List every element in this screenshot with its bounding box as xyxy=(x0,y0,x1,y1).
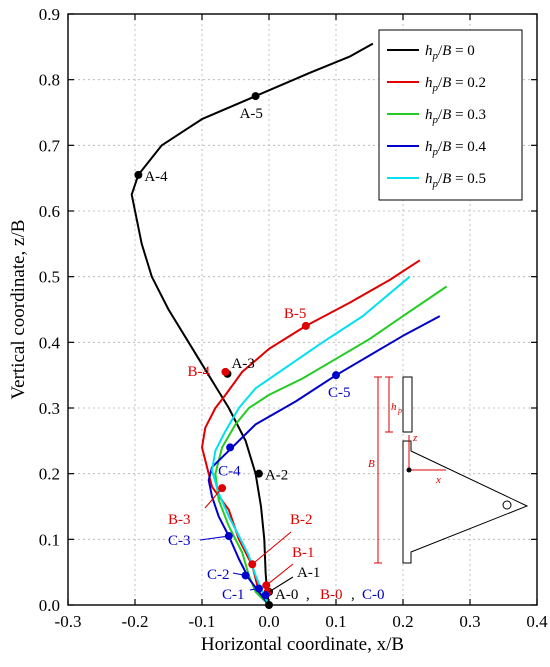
x-tick-label: -0.2 xyxy=(122,612,149,631)
annotations: A-5 A-4 A-3 A-2 B-5 B-4 C-5 C-4 B-3 C-3 C-2 C-1 B-2 B… xyxy=(144,106,384,603)
inset-hole xyxy=(502,500,512,510)
inset-origin xyxy=(406,467,412,473)
point-label-a-1: A-1 xyxy=(297,565,320,581)
leader-b-3 xyxy=(204,487,223,509)
y-tick-label: 0.5 xyxy=(39,268,60,287)
marker-a-4 xyxy=(134,170,143,179)
point-label-b-4: B-4 xyxy=(187,364,210,380)
plot-frame xyxy=(67,13,538,606)
inset-label-x: x xyxy=(435,474,441,486)
inset-label-hp-sub: p xyxy=(397,406,402,415)
leader-c-3 xyxy=(199,535,229,541)
markers xyxy=(134,92,340,609)
legend-label: hp/B = 0.5 xyxy=(425,171,486,190)
y-tick-label: 0.3 xyxy=(39,399,60,418)
label-separator: , xyxy=(351,587,355,603)
x-tick-label: -0.1 xyxy=(189,612,216,631)
leader-b-1 xyxy=(265,563,294,586)
marker-b-4 xyxy=(221,367,230,376)
point-label-a-2: A-2 xyxy=(265,468,288,484)
point-label-a-0: A-0 xyxy=(275,587,298,603)
point-label-a-4: A-4 xyxy=(144,169,168,185)
legend-label: hp/B = 0.4 xyxy=(425,139,487,158)
y-tick-label: 0.9 xyxy=(39,5,60,24)
series-line xyxy=(130,42,374,606)
inset-diagram: h p Bx z xyxy=(368,376,529,564)
inset-label-b: B xyxy=(368,458,375,470)
marker-a-5 xyxy=(251,92,260,101)
ticks: -0.3 -0.2 -0.1 0.0 0.1 0.2 0.3 0.4 0.0 0.1 0.2 0.3 0… xyxy=(39,5,548,631)
y-tick-label: 0.1 xyxy=(39,530,60,549)
point-label-b-0: B-0 xyxy=(320,587,343,603)
leader-a-1 xyxy=(268,576,294,593)
inset-label-hp: h xyxy=(391,401,397,413)
x-axis-title: Horizontal coordinate, x/B xyxy=(201,634,404,655)
point-label-c-5: C-5 xyxy=(328,385,351,401)
y-tick-label: 0.4 xyxy=(39,333,61,352)
inset-plate xyxy=(402,376,413,433)
point-label-b-1: B-1 xyxy=(292,545,315,561)
point-label-b-2: B-2 xyxy=(290,512,313,528)
legend-label: hp/B = 0.2 xyxy=(425,75,486,94)
x-tick-label: 0.1 xyxy=(325,612,346,631)
x-tick-label: 0.2 xyxy=(392,612,413,631)
y-tick-label: 0.2 xyxy=(39,465,60,484)
x-tick-label: 0.4 xyxy=(526,612,548,631)
y-tick-label: 0.0 xyxy=(39,596,60,615)
point-label-c-4: C-4 xyxy=(218,463,241,479)
point-label-c-1: C-1 xyxy=(222,587,245,603)
leader-c-1 xyxy=(249,588,260,591)
legend: hp/B = 0 hp/B = 0.2 hp/B = 0.3 hp/B = 0.4 hp… xyxy=(378,29,523,201)
leader-c-2 xyxy=(232,572,246,576)
point-label-c-0: C-0 xyxy=(362,587,385,603)
point-label-b-3: B-3 xyxy=(168,512,191,528)
label-separator: , xyxy=(306,587,310,603)
inset-label-z: z xyxy=(412,432,418,444)
x-tick-label: -0.3 xyxy=(55,612,82,631)
point-label-a-3: A-3 xyxy=(231,356,254,372)
y-tick-label: 0.8 xyxy=(39,71,60,90)
inset-body xyxy=(402,440,529,564)
x-tick-label: 0.3 xyxy=(459,612,480,631)
point-label-b-5: B-5 xyxy=(284,306,307,322)
marker-c-0 xyxy=(261,591,270,600)
y-tick-label: 0.7 xyxy=(39,136,61,155)
marker-b-5 xyxy=(301,321,310,330)
marker-c-5 xyxy=(332,371,340,380)
point-label-c-2: C-2 xyxy=(207,567,230,583)
point-label-a-5: A-5 xyxy=(240,106,263,122)
marker-c-4 xyxy=(226,443,235,452)
marker-a-2 xyxy=(254,469,263,478)
legend-label: hp/B = 0.3 xyxy=(425,107,486,126)
leader-b-2 xyxy=(251,531,292,565)
point-label-c-3: C-3 xyxy=(168,533,191,549)
legend-label: hp/B = 0 xyxy=(425,43,475,62)
y-tick-label: 0.6 xyxy=(39,202,60,221)
x-tick-label: 0.0 xyxy=(258,612,279,631)
series-line xyxy=(214,285,448,606)
y-axis-title: Vertical coordinate, z/B xyxy=(8,220,29,400)
